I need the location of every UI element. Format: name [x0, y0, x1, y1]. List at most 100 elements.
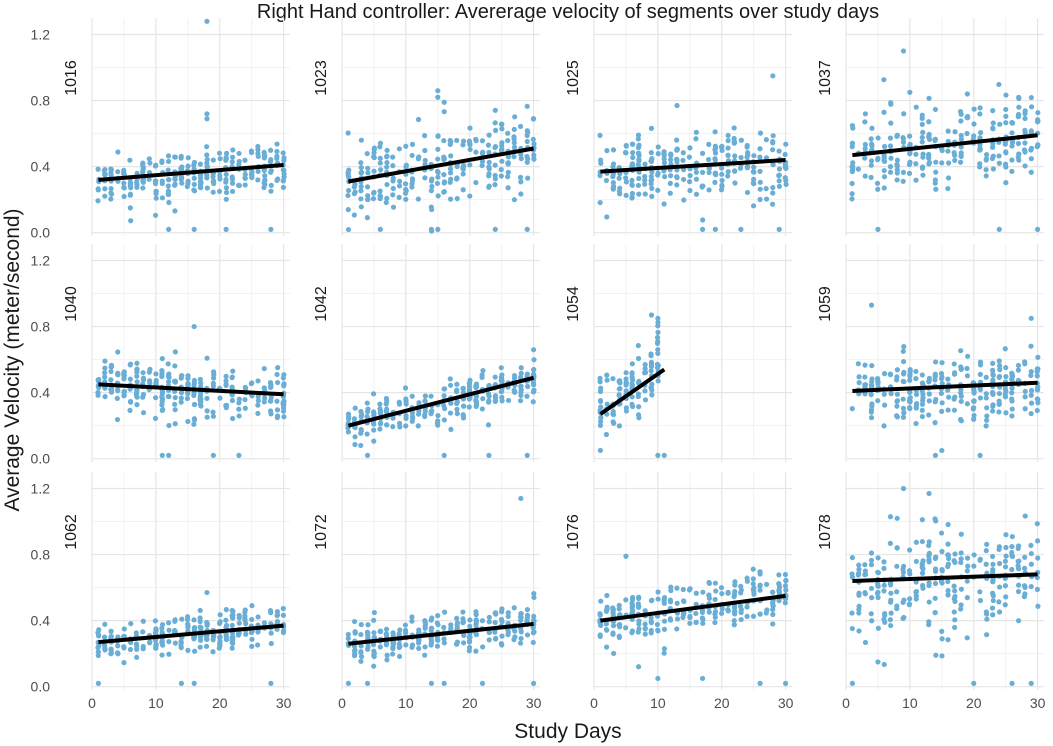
data-point [712, 619, 718, 626]
data-point [738, 137, 744, 143]
data-point [473, 138, 479, 144]
data-point [486, 619, 492, 625]
data-point [108, 651, 114, 657]
data-point [849, 610, 855, 616]
data-point [223, 373, 229, 379]
data-point [486, 164, 492, 170]
data-point [384, 657, 390, 663]
data-point [479, 162, 485, 169]
data-point [751, 164, 757, 170]
data-point [770, 190, 776, 196]
data-point [531, 366, 537, 373]
data-point [623, 553, 629, 559]
data-point [757, 130, 764, 136]
data-point [133, 393, 140, 399]
data-point [223, 185, 230, 191]
data-point [454, 410, 460, 417]
data-point [223, 196, 229, 202]
data-point [377, 196, 383, 202]
data-point [402, 622, 409, 628]
panel-1025: 1025 [565, 18, 792, 236]
data-point [454, 615, 460, 621]
data-point [783, 181, 789, 187]
data-point [1028, 343, 1034, 349]
data-point [914, 400, 920, 407]
data-point [635, 150, 642, 156]
data-point [668, 157, 674, 163]
data-point [422, 157, 428, 164]
data-point [913, 539, 919, 545]
data-point [435, 156, 441, 162]
data-point [939, 636, 945, 642]
data-point [377, 409, 384, 415]
data-point [881, 423, 887, 429]
data-point [661, 160, 668, 166]
data-point [396, 146, 402, 152]
data-point [403, 401, 409, 407]
data-point [396, 183, 403, 189]
data-point [435, 94, 441, 100]
data-point [783, 680, 789, 686]
data-point [648, 173, 654, 180]
data-point [699, 169, 706, 175]
data-point [261, 385, 267, 391]
data-point [875, 398, 881, 404]
data-point [990, 561, 996, 567]
data-point [750, 180, 756, 186]
data-point [511, 387, 517, 393]
data-point [977, 452, 983, 458]
data-point [971, 398, 977, 404]
data-point [750, 566, 756, 572]
data-point [894, 367, 900, 373]
data-point [422, 644, 428, 650]
data-point [371, 617, 377, 623]
data-point [655, 329, 661, 335]
data-point [642, 362, 648, 368]
data-point [1028, 392, 1034, 398]
data-point [1015, 563, 1021, 569]
data-point [486, 614, 492, 620]
data-point [511, 140, 517, 146]
data-point [492, 374, 498, 380]
data-point [655, 596, 661, 602]
data-point [900, 358, 907, 365]
data-point [115, 643, 121, 649]
data-point [134, 643, 140, 650]
data-point [610, 411, 616, 417]
data-point [725, 132, 731, 139]
data-point [616, 423, 623, 429]
data-point [108, 185, 114, 192]
data-point [242, 397, 248, 403]
data-point [901, 111, 907, 117]
data-point [881, 661, 887, 668]
data-point [192, 648, 198, 654]
data-point [926, 375, 932, 381]
data-point [197, 618, 203, 625]
data-point [913, 420, 919, 427]
data-point [217, 643, 223, 649]
data-point [661, 201, 667, 207]
data-point [178, 174, 184, 180]
data-point [102, 358, 108, 364]
data-point [971, 121, 977, 127]
data-point [603, 431, 610, 438]
scatter-points [597, 312, 667, 458]
data-point [958, 348, 964, 354]
data-point [939, 400, 945, 406]
data-point [654, 621, 660, 628]
data-point [776, 166, 783, 172]
data-point [996, 398, 1002, 404]
data-point [926, 556, 932, 563]
data-point [849, 196, 855, 202]
data-point [718, 610, 725, 616]
data-point [236, 406, 242, 412]
data-point [945, 387, 951, 393]
data-point [454, 389, 460, 395]
trend-line [98, 162, 284, 182]
data-point [1016, 104, 1022, 110]
data-point [674, 626, 680, 632]
data-point [951, 558, 957, 564]
data-point [531, 629, 537, 635]
data-point [415, 196, 421, 202]
data-point [757, 168, 763, 174]
